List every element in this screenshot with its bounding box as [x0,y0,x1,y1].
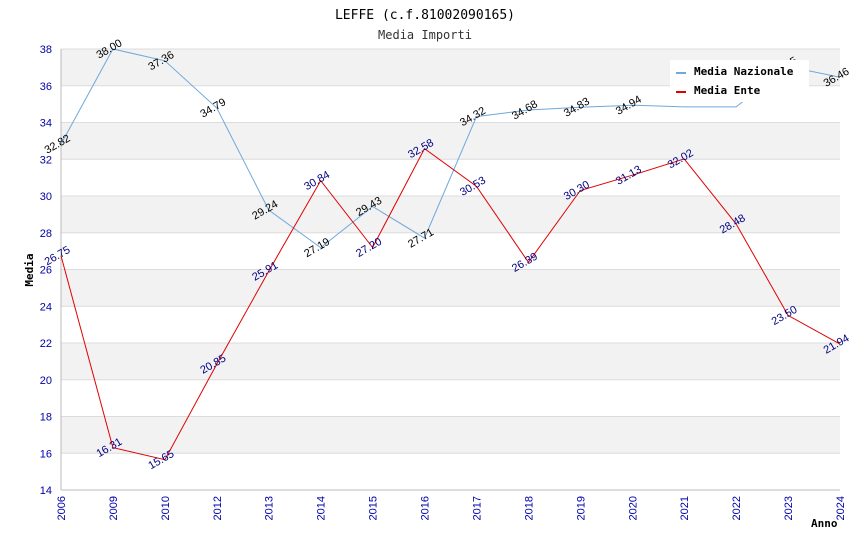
y-tick-label: 22 [40,338,52,350]
x-tick-label: 2014 [316,496,328,520]
x-tick-label: 2015 [368,496,380,520]
band [61,306,840,343]
x-tick-label: 2013 [264,496,276,520]
y-axis-label: Media [23,253,36,286]
y-tick-label: 38 [40,44,52,56]
x-tick-label: 2022 [731,496,743,520]
legend: Media Nazionale Media Ente [670,60,809,102]
band [61,343,840,380]
y-tick-label: 18 [40,412,52,424]
y-tick-label: 34 [40,118,52,130]
gridlines [60,48,840,491]
band [61,416,840,454]
band [61,122,840,160]
y-tick-label: 14 [40,485,52,497]
y-tick-label: 28 [40,228,52,240]
x-tick-label: 2010 [160,496,172,520]
x-tick-label: 2009 [108,496,120,520]
y-tick-label: 20 [40,375,52,387]
band [61,232,840,270]
band [61,196,840,233]
chart-subtitle: Media Importi [378,28,472,42]
x-axis-ticks: 2006 2009 2010 2012 2013 2014 2015 2016 2017 2018… [56,496,847,520]
y-tick-label: 32 [40,154,52,166]
legend-label-ente: Media Ente [694,84,761,97]
y-axis-ticks: 14 16 18 20 22 24 26 28 30 32 34 36 38 [40,44,52,497]
series-lines [60,48,841,461]
y-tick-label: 36 [40,81,52,93]
y-tick-label: 16 [40,448,52,460]
y-tick-label: 24 [40,301,52,313]
x-tick-label: 2006 [56,496,68,520]
series-line-nazionale [60,48,841,249]
y-tick-label: 30 [40,191,52,203]
plot-bands [61,49,840,490]
x-tick-label: 2020 [627,496,639,520]
band [61,269,840,307]
legend-box [670,60,809,102]
x-tick-label: 2023 [783,496,795,520]
x-tick-label: 2024 [835,496,847,520]
x-tick-label: 2012 [212,496,224,520]
y-tick-label: 26 [40,265,52,277]
x-axis-label: Anno [811,517,838,530]
legend-label-nazionale: Media Nazionale [694,65,794,78]
x-tick-label: 2017 [471,496,483,520]
band [61,379,840,417]
series-line-ente [60,147,841,461]
x-tick-label: 2021 [679,496,691,520]
x-tick-label: 2018 [523,496,535,520]
chart-title: LEFFE (c.f.81002090165) [335,8,515,23]
x-tick-label: 2019 [575,496,587,520]
band [61,453,840,490]
x-tick-label: 2016 [420,496,432,520]
